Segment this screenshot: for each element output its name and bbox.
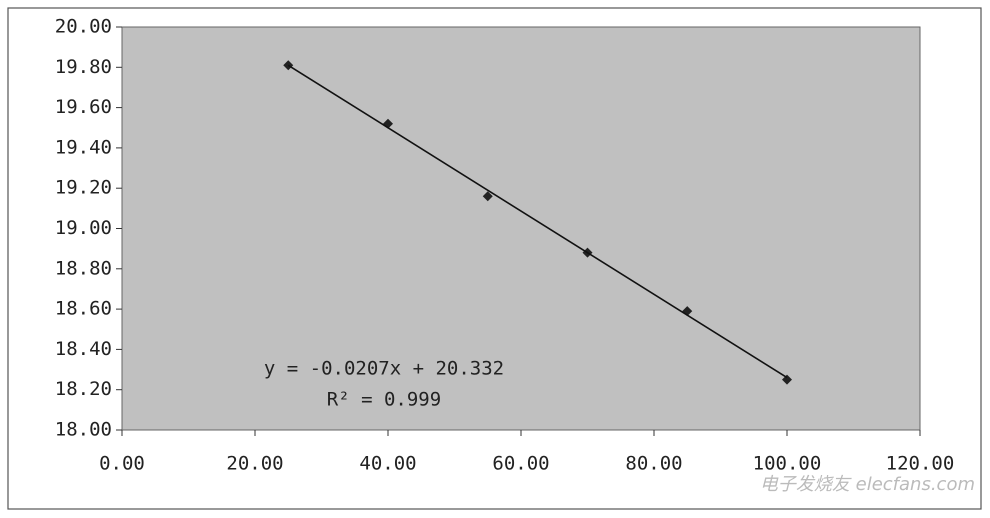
y-tick-label: 18.80 (55, 257, 112, 279)
x-tick-label: 100.00 (753, 453, 822, 475)
plot-area (121, 26, 921, 431)
x-tick-label: 20.00 (226, 453, 283, 475)
y-tick-label: 19.60 (55, 96, 112, 118)
data-point (782, 374, 792, 385)
y-tick-label: 19.80 (55, 56, 112, 78)
y-tick-label: 19.00 (55, 217, 112, 239)
y-tick-label: 19.20 (55, 177, 112, 199)
x-tick-label: 120.00 (886, 453, 955, 475)
x-tick-label: 0.00 (99, 453, 145, 475)
y-tick-label: 20.00 (55, 16, 112, 38)
trendline (287, 64, 788, 379)
r-squared: R² = 0.999 (327, 389, 441, 411)
trend-equation: y = -0.0207x + 20.332 (264, 358, 504, 380)
watermark: 电子发烧友 elecfans.com (760, 474, 975, 495)
y-tick-label: 18.00 (55, 419, 112, 441)
y-tick-label: 18.20 (55, 378, 112, 400)
x-tick-label: 40.00 (359, 453, 416, 475)
data-point (482, 191, 493, 202)
y-tick-label: 18.40 (55, 338, 112, 360)
x-tick-label: 80.00 (625, 453, 682, 475)
y-tick-label: 18.60 (55, 298, 112, 320)
y-tick-label: 19.40 (55, 136, 112, 158)
x-tick-label: 60.00 (492, 453, 549, 475)
